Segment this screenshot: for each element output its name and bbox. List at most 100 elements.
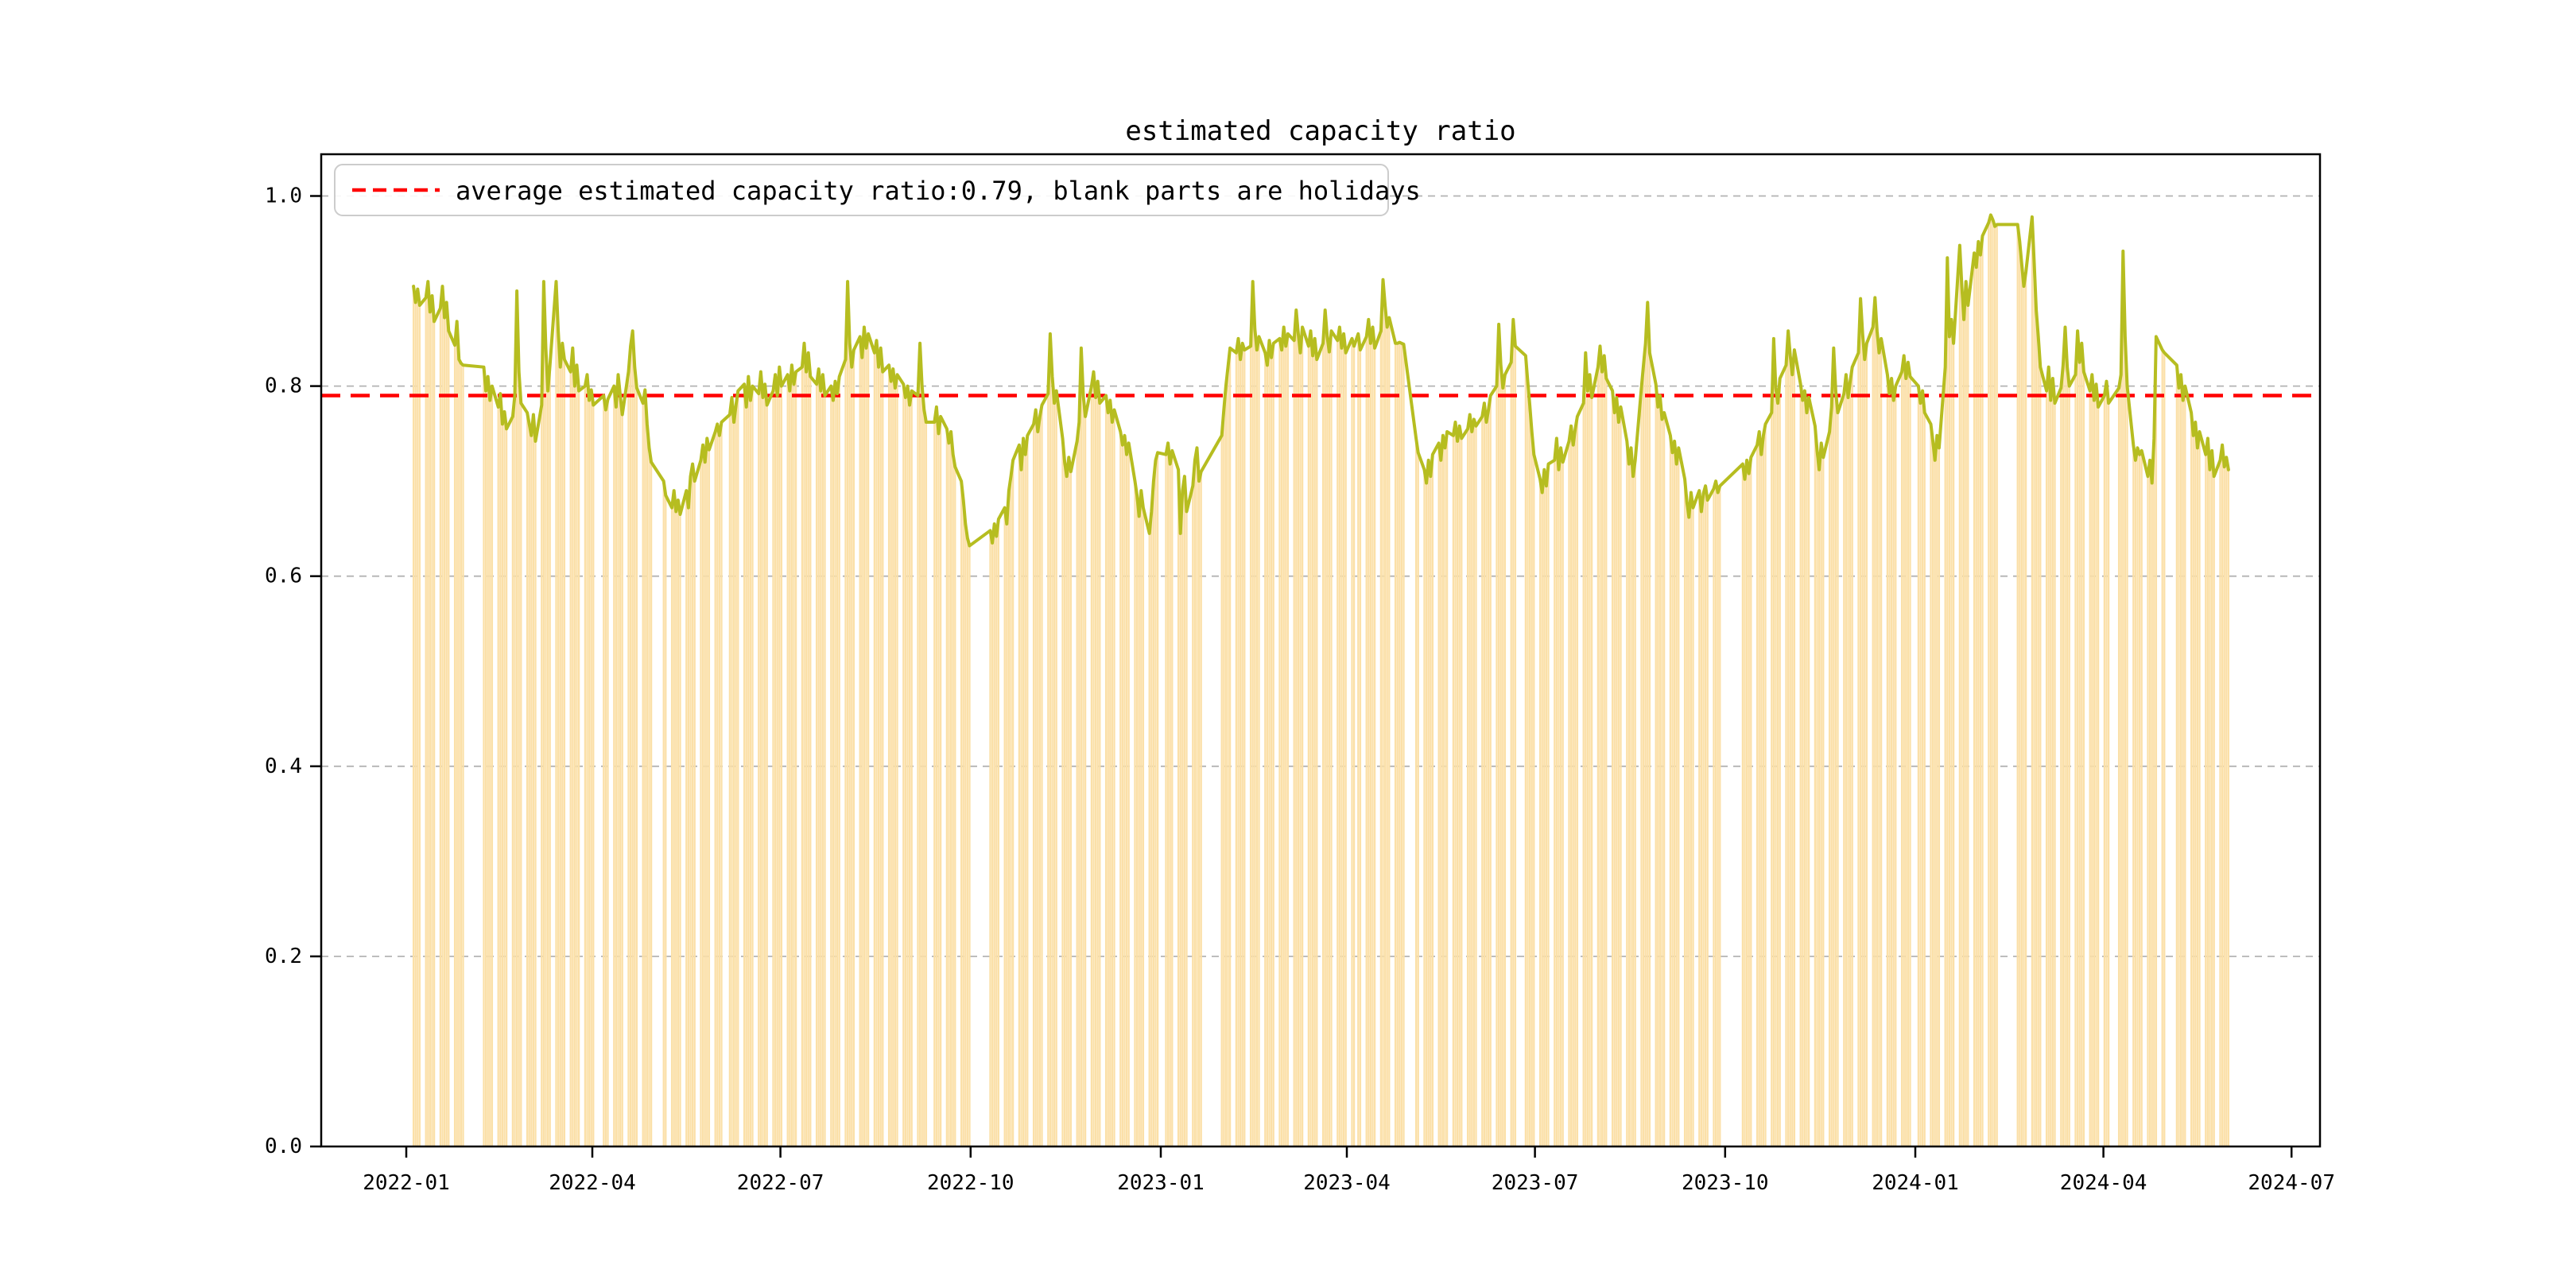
workday-bar (1657, 406, 1659, 1146)
workday-bar (1706, 500, 1709, 1146)
workday-bar (2024, 272, 2027, 1146)
workday-bar (1919, 403, 1922, 1146)
workday-bar (793, 384, 795, 1147)
workday-bar (1171, 450, 1174, 1146)
workday-bar (1135, 495, 1139, 1146)
workday-bar (1690, 492, 1693, 1146)
workday-bar (1648, 352, 1651, 1146)
workday-bar (1425, 483, 1428, 1146)
workday-bar (1080, 347, 1083, 1146)
workday-bar (821, 374, 824, 1146)
y-tick-label: 0.4 (265, 755, 302, 778)
workday-bar (2179, 374, 2182, 1146)
workday-bar (1183, 476, 1186, 1146)
workday-bar (1032, 424, 1035, 1146)
plot-border (320, 153, 2322, 1148)
workday-bar (1285, 346, 1287, 1146)
workday-bar (906, 386, 909, 1147)
y-tick-label: 0.2 (265, 945, 302, 968)
workday-bar (851, 367, 853, 1146)
workday-bar (1336, 340, 1339, 1147)
workday-bar (1533, 454, 1535, 1146)
workday-bar (2206, 438, 2209, 1146)
workday-bar (2097, 406, 2100, 1146)
workday-bar (1078, 422, 1080, 1146)
workday-bar (704, 462, 706, 1146)
x-tick-label: 2024-07 (2248, 1171, 2335, 1195)
workday-bar (1338, 327, 1341, 1147)
workday-bar (1379, 331, 1383, 1146)
workday-bar (1671, 452, 1674, 1146)
workday-bar (2148, 460, 2151, 1146)
workday-bar (1307, 346, 1310, 1146)
workday-bar (1616, 397, 1618, 1146)
workday-bar (1888, 394, 1891, 1146)
workday-bar (1373, 347, 1376, 1146)
workday-bar (615, 406, 618, 1146)
workday-bar (2227, 469, 2230, 1146)
workday-bar (1993, 226, 1996, 1146)
workday-bar (1024, 454, 1026, 1146)
workday-bar (993, 523, 995, 1146)
workday-bar (1121, 444, 1124, 1146)
workday-bar (2219, 460, 2221, 1146)
workday-bar (2078, 362, 2081, 1147)
workday-bar (1634, 460, 1636, 1146)
workday-bar (863, 327, 866, 1147)
workday-bar (1278, 338, 1281, 1147)
workday-bar (1239, 359, 1242, 1146)
workday-bar (2031, 216, 2034, 1146)
workday-bar (1791, 374, 1794, 1146)
workday-bar (1967, 305, 1969, 1147)
workday-bar (1816, 450, 1818, 1146)
workday-bar (1142, 507, 1145, 1146)
workday-bar (1864, 359, 1866, 1146)
workday-bar (1764, 424, 1767, 1146)
workday-bar (1934, 460, 1936, 1146)
workday-bar (749, 400, 752, 1146)
workday-bar (801, 367, 804, 1146)
workday-bar (1586, 390, 1589, 1147)
workday-bar (1109, 400, 1111, 1146)
workday-bar (414, 302, 417, 1146)
daily-bars (412, 215, 2230, 1147)
workday-bar (441, 286, 444, 1146)
workday-bar (2190, 413, 2193, 1146)
workday-bar (644, 390, 646, 1146)
workday-bar (1468, 414, 1471, 1146)
workday-bar (1962, 319, 1965, 1146)
ratio-polyline (412, 213, 2230, 548)
workday-bar (1686, 502, 1688, 1146)
workday-bar (1750, 457, 1752, 1146)
workday-bar (1454, 422, 1457, 1146)
workday-bar (1605, 378, 1608, 1146)
workday-bar (1169, 464, 1171, 1146)
workday-bar (758, 394, 760, 1146)
workday-bar (790, 365, 793, 1146)
workday-bar (1125, 454, 1128, 1146)
legend: average estimated capacity ratio:0.79, b… (334, 164, 1421, 216)
workday-bar (1020, 469, 1022, 1146)
workday-bar (966, 537, 969, 1146)
workday-bar (1568, 440, 1570, 1146)
workday-bar (1762, 435, 1765, 1146)
workday-bar (1590, 397, 1593, 1146)
workday-bar (528, 424, 530, 1146)
workday-bar (935, 406, 938, 1146)
workday-bar (1845, 374, 1848, 1146)
workday-bar (894, 387, 897, 1146)
workday-bar (700, 460, 702, 1146)
workday-bar (1461, 438, 1463, 1146)
workday-bar (1981, 235, 1984, 1147)
workday-bar (2205, 454, 2207, 1146)
x-tick-label: 2022-07 (737, 1171, 824, 1195)
workday-bar (1917, 386, 1920, 1147)
workday-bar (852, 350, 855, 1146)
workday-bar (662, 481, 665, 1146)
workday-bar (2047, 367, 2050, 1146)
workday-bar (604, 409, 607, 1146)
x-tick-label: 2022-04 (549, 1171, 636, 1195)
workday-bar (995, 536, 998, 1146)
workday-bar (1861, 333, 1864, 1147)
workday-bar (817, 369, 820, 1147)
